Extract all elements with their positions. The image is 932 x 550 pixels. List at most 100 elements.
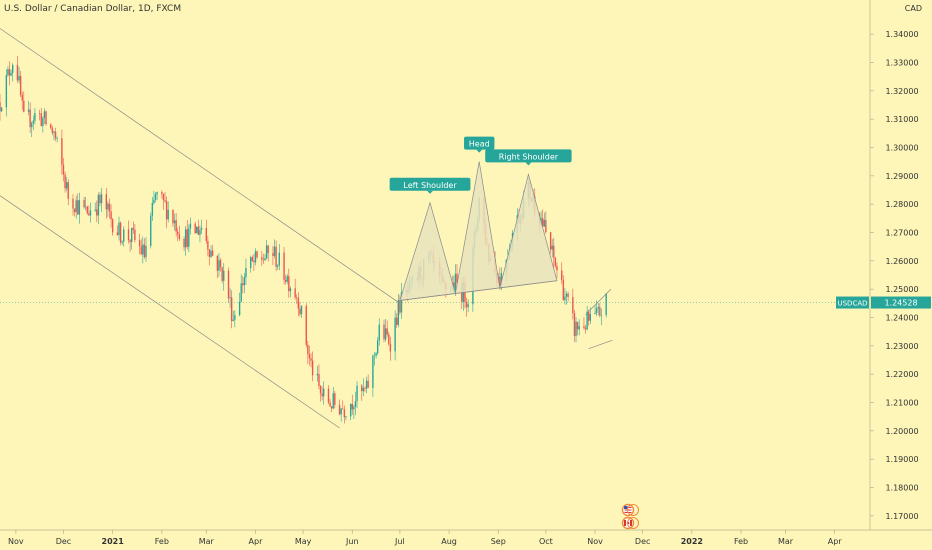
candle-body (51, 128, 54, 133)
candle-body (361, 385, 363, 392)
candle-body (78, 200, 81, 215)
annotation-box (485, 149, 572, 163)
candle-body (389, 343, 392, 352)
candle-body (194, 223, 196, 234)
candle-body (72, 198, 74, 209)
candle-body (551, 245, 553, 250)
candle-body (456, 273, 458, 283)
candle-body (543, 219, 545, 227)
candle-body (67, 182, 69, 199)
y-tick-label: 1.32000 (885, 87, 918, 96)
event-flag-ring (627, 504, 639, 516)
candle-body (261, 257, 263, 260)
candle-body (564, 296, 566, 301)
candle-body (565, 293, 568, 297)
candle-body (131, 227, 133, 242)
x-tick-label: Nov (587, 537, 603, 546)
y-tick-label: 1.25000 (885, 285, 918, 294)
candle-body (38, 113, 41, 114)
candle-body (373, 355, 376, 357)
candle-body (84, 206, 87, 208)
candle-body (196, 226, 198, 234)
y-tick-label: 1.31000 (885, 115, 918, 124)
x-tick-label: Jul (394, 537, 405, 546)
candle-body (319, 385, 322, 394)
candle-body (161, 192, 163, 194)
candle-body (116, 232, 119, 236)
candle-body (576, 321, 579, 330)
candle-body (250, 257, 252, 268)
candle-body (499, 276, 501, 289)
candle-body (219, 260, 222, 268)
x-tick-label: Jun (345, 537, 359, 546)
candle-body (99, 194, 101, 204)
y-tick-label: 1.27000 (885, 229, 918, 238)
candle-body (50, 124, 52, 129)
candle-body (175, 220, 177, 232)
candle-body (118, 222, 120, 236)
candle-body (96, 209, 98, 216)
candle-body (575, 321, 577, 336)
ca-flag-band (624, 520, 626, 526)
candle-body (238, 301, 241, 316)
candle-body (56, 138, 58, 139)
symbol-tag-label: USDCAD (837, 300, 867, 308)
candle-body (31, 123, 33, 128)
event-flag-ring (627, 517, 639, 529)
candle-body (572, 297, 574, 314)
candle-body (386, 328, 388, 335)
candle-body (164, 200, 166, 202)
x-tick-label: May (295, 537, 312, 546)
candle-body (165, 201, 168, 220)
candle-body (156, 192, 158, 195)
x-tick-label: Feb (155, 537, 169, 546)
candle-body (588, 311, 590, 321)
candle-body (345, 416, 347, 418)
candle-body (0, 107, 3, 112)
ca-flag-band (630, 520, 632, 526)
us-flag-canton (624, 506, 628, 509)
candle-body (243, 277, 246, 286)
candle-body (323, 388, 325, 397)
candle-body (119, 222, 122, 243)
y-tick-label: 1.19000 (885, 455, 918, 464)
candle-body (29, 109, 31, 128)
candle-body (541, 218, 544, 227)
candle-body (205, 227, 207, 242)
candle-body (372, 355, 374, 388)
candle-body (384, 328, 387, 340)
candle-body (356, 385, 358, 402)
candle-body (554, 258, 557, 267)
candle-body (553, 245, 555, 259)
candle-body (88, 213, 90, 216)
candle-body (308, 354, 311, 359)
candle-body (127, 229, 130, 241)
candle-body (454, 273, 457, 291)
x-tick-label: Apr (828, 537, 843, 546)
x-tick-label: Oct (539, 537, 553, 546)
candle-body (354, 401, 357, 407)
candle-body (242, 283, 244, 286)
candle-body (142, 244, 144, 255)
currency-label: CAD (904, 4, 922, 13)
candle-body (364, 387, 366, 389)
candle-body (578, 326, 580, 330)
candle-body (173, 220, 176, 224)
symbol-tag-bg (836, 296, 869, 309)
candle-body (53, 131, 55, 133)
candle-body (154, 194, 157, 200)
candle-body (253, 260, 255, 263)
x-tick-label: Mar (778, 537, 794, 546)
candle-body (264, 258, 266, 261)
candle-body (216, 255, 219, 271)
candle-body (272, 253, 274, 256)
candle-body (267, 245, 269, 254)
candle-body (583, 326, 585, 328)
candle-body (318, 373, 320, 386)
candle-body (367, 380, 369, 388)
candle-body (299, 308, 301, 315)
annotation-pointer (427, 190, 434, 194)
candle-body (197, 226, 200, 235)
candle-body (245, 267, 247, 278)
candle-body (153, 199, 155, 204)
